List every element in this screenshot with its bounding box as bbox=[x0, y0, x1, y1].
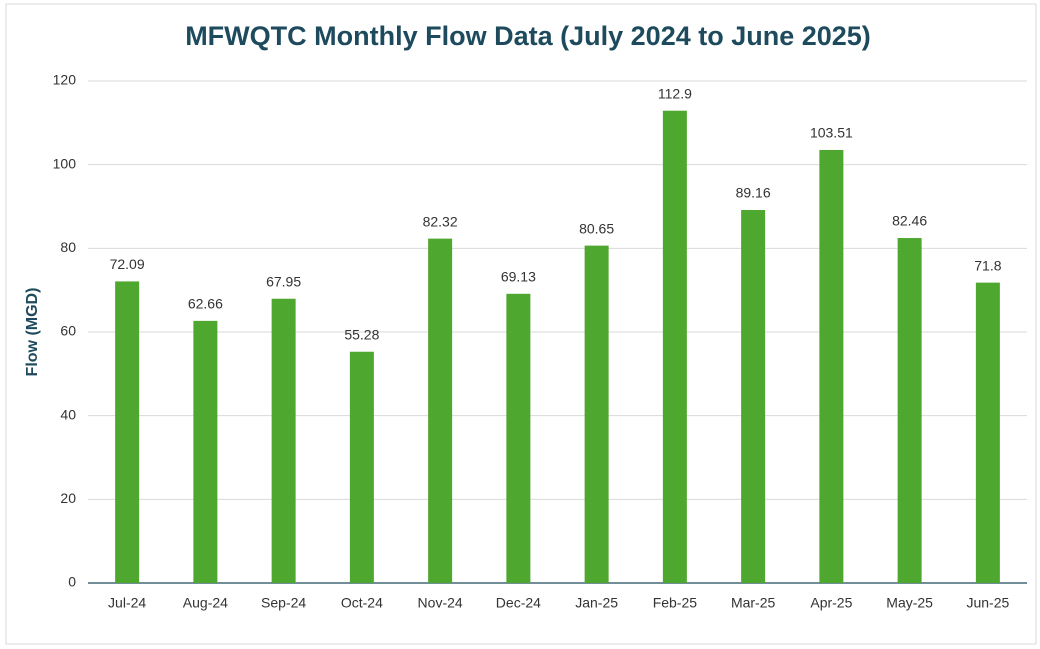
bar bbox=[741, 210, 766, 583]
x-tick-label: Jun-25 bbox=[966, 595, 1009, 611]
x-tick-label: Jul-24 bbox=[108, 595, 146, 611]
data-label: 103.51 bbox=[810, 125, 853, 141]
bar bbox=[349, 351, 374, 583]
x-tick-label: Dec-24 bbox=[496, 595, 541, 611]
data-label: 69.13 bbox=[501, 269, 536, 285]
data-label: 80.65 bbox=[579, 220, 614, 236]
x-tick-label: Sep-24 bbox=[261, 595, 306, 611]
data-label: 62.66 bbox=[188, 296, 223, 312]
bar bbox=[271, 298, 296, 583]
x-tick-label: Feb-25 bbox=[653, 595, 698, 611]
y-tick-label: 60 bbox=[60, 323, 76, 339]
bar bbox=[897, 238, 922, 583]
bar bbox=[193, 320, 218, 583]
x-tick-label: Mar-25 bbox=[731, 595, 776, 611]
chart-title: MFWQTC Monthly Flow Data (July 2024 to J… bbox=[185, 21, 871, 51]
y-axis-label: Flow (MGD) bbox=[24, 288, 41, 377]
x-tick-label: Jan-25 bbox=[575, 595, 618, 611]
data-label: 55.28 bbox=[344, 326, 379, 342]
data-label: 71.8 bbox=[974, 257, 1001, 273]
bar bbox=[819, 149, 844, 584]
data-label: 82.46 bbox=[892, 213, 927, 229]
data-label: 72.09 bbox=[110, 256, 145, 272]
x-tick-label: May-25 bbox=[886, 595, 933, 611]
data-label: 82.32 bbox=[423, 213, 458, 229]
x-tick-label: Aug-24 bbox=[183, 595, 228, 611]
y-tick-label: 20 bbox=[60, 490, 76, 506]
x-tick-label: Nov-24 bbox=[418, 595, 463, 611]
y-tick-label: 100 bbox=[53, 155, 77, 171]
y-tick-label: 80 bbox=[60, 239, 76, 255]
bar bbox=[428, 238, 453, 584]
x-tick-label: Apr-25 bbox=[810, 595, 852, 611]
data-label: 89.16 bbox=[736, 185, 771, 201]
bar bbox=[506, 293, 531, 583]
y-tick-label: 120 bbox=[53, 72, 77, 88]
bar bbox=[662, 110, 687, 584]
bar bbox=[115, 281, 140, 583]
x-tick-label: Oct-24 bbox=[341, 595, 383, 611]
bar bbox=[584, 245, 609, 583]
data-label: 112.9 bbox=[658, 85, 692, 101]
bar bbox=[975, 282, 1000, 583]
data-label: 67.95 bbox=[266, 273, 301, 289]
y-tick-label: 40 bbox=[60, 406, 76, 422]
y-tick-label: 0 bbox=[68, 574, 76, 590]
